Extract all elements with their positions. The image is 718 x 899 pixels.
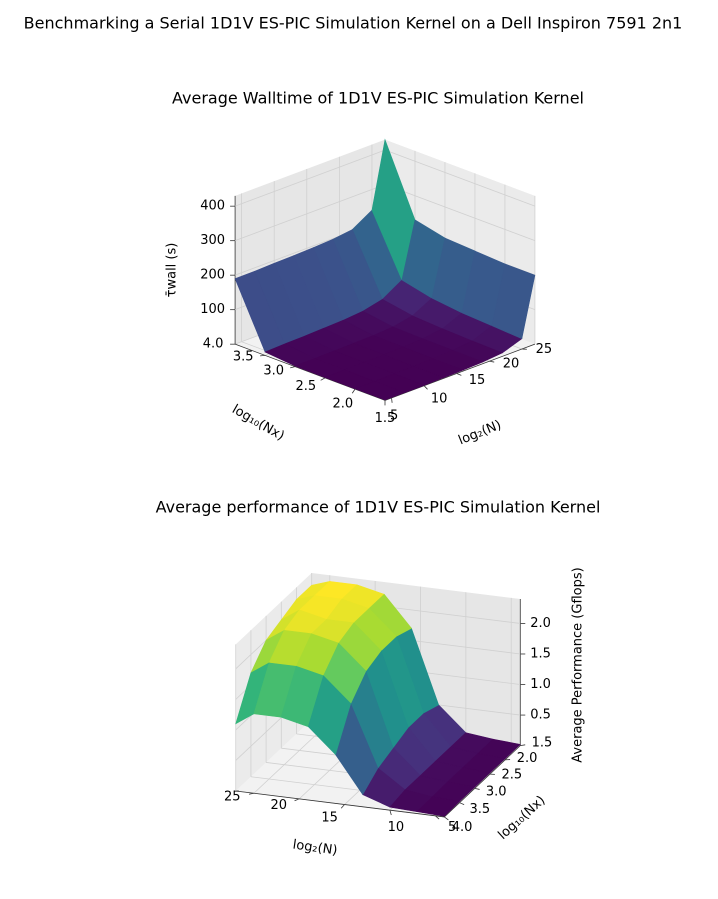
grid-line bbox=[384, 184, 536, 242]
x-tick-label: 15 bbox=[469, 373, 486, 388]
z-tick-label: 1.0 bbox=[530, 677, 551, 692]
grid-line bbox=[384, 149, 536, 207]
x-tick-mark bbox=[391, 397, 393, 403]
y-tick-mark bbox=[320, 377, 326, 381]
x-tick-mark bbox=[423, 385, 428, 390]
z-tick-label: 400 bbox=[200, 199, 225, 214]
x-tick-label: 5 bbox=[390, 408, 398, 423]
surface-patch bbox=[307, 675, 352, 756]
y-tick-label: 4.0 bbox=[452, 820, 473, 835]
y-tick-label: 2.0 bbox=[517, 751, 538, 766]
chart-title: Average Walltime of 1D1V ES-PIC Simulati… bbox=[172, 89, 584, 108]
y-tick-label: 2.5 bbox=[502, 768, 523, 783]
y-tick-mark bbox=[474, 788, 480, 790]
x-tick-mark bbox=[456, 373, 462, 376]
z-axis-label: τ̄wall (s) bbox=[165, 243, 180, 298]
x-tick-label: 10 bbox=[388, 820, 405, 835]
x-tick-label: 20 bbox=[503, 357, 520, 372]
y-tick-label: 3.5 bbox=[233, 350, 254, 365]
surface-patch bbox=[491, 263, 536, 340]
y-tick-label: 1.5 bbox=[375, 411, 396, 426]
y-tick-mark bbox=[444, 816, 449, 821]
chart-title: Average performance of 1D1V ES-PIC Simul… bbox=[156, 498, 601, 517]
x-tick-label: 5 bbox=[448, 820, 456, 835]
z-tick-label: 2.0 bbox=[530, 616, 551, 631]
x-tick-mark bbox=[435, 815, 440, 820]
x-tick-label: 25 bbox=[536, 342, 553, 357]
grid-line bbox=[234, 149, 386, 207]
z-tick-label: 200 bbox=[200, 268, 225, 283]
y-tick-mark bbox=[290, 366, 296, 369]
y-tick-mark bbox=[351, 388, 356, 394]
y-tick-label: 2.0 bbox=[332, 397, 353, 412]
y-tick-label: 4.0 bbox=[203, 337, 224, 352]
y-axis-label: log₁₀(Nx) bbox=[229, 402, 287, 444]
z-tick-label: 0.5 bbox=[530, 708, 551, 723]
x-tick-mark bbox=[340, 804, 345, 809]
figure-title: Benchmarking a Serial 1D1V ES-PIC Simula… bbox=[24, 14, 683, 33]
y-axis-line bbox=[444, 745, 521, 818]
z-axis-label: Average Performance (Gflops) bbox=[571, 567, 586, 762]
y-tick-mark bbox=[520, 744, 526, 747]
x-tick-mark bbox=[389, 810, 392, 816]
surface-patch bbox=[416, 796, 461, 817]
x-axis-label: log₂(N) bbox=[456, 418, 503, 449]
y-axis-line bbox=[234, 343, 386, 401]
y-tick-label: 3.0 bbox=[263, 363, 284, 378]
y-tick-label: 3.5 bbox=[469, 802, 490, 817]
surface-patch bbox=[354, 381, 406, 401]
z-tick-label: 300 bbox=[200, 233, 225, 248]
x-tick-label: 10 bbox=[431, 391, 448, 406]
x-axis-label: log₂(N) bbox=[292, 837, 339, 858]
x-tick-mark bbox=[489, 360, 495, 363]
y-axis-label: log₁₀(Nx) bbox=[496, 793, 549, 843]
grid-line bbox=[234, 184, 386, 242]
y-tick-label: 1.5 bbox=[532, 735, 553, 750]
y-tick-label: 3.0 bbox=[486, 785, 507, 800]
z-tick-label: 1.5 bbox=[530, 646, 551, 661]
x-tick-label: 15 bbox=[321, 810, 338, 825]
x-tick-label: 25 bbox=[224, 789, 241, 804]
y-tick-mark bbox=[459, 802, 465, 805]
x-axis-line bbox=[235, 790, 445, 818]
y-tick-label: 2.5 bbox=[296, 379, 317, 394]
x-tick-label: 20 bbox=[270, 798, 287, 813]
x-axis-line bbox=[384, 343, 536, 401]
z-tick-label: 100 bbox=[200, 302, 225, 317]
